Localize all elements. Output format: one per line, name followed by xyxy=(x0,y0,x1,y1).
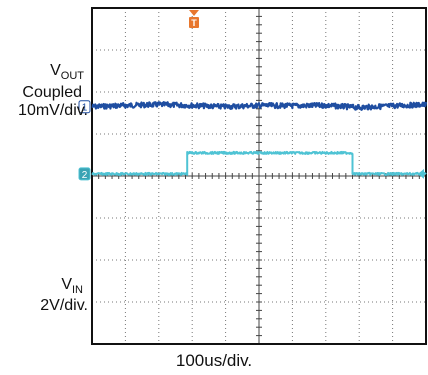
trigger-marker-label: T xyxy=(191,18,197,28)
channel-marker-2 xyxy=(78,167,91,181)
vin-label-main: V xyxy=(61,276,72,293)
trigger-arrow xyxy=(189,10,199,16)
vout-label: VOUT xyxy=(50,62,84,82)
vout-scale-label: 10mV/div. xyxy=(18,102,88,119)
vin-label: VIN xyxy=(61,276,83,296)
vout-label-main: V xyxy=(50,62,61,79)
vin-scale-label: 2V/div. xyxy=(40,297,88,314)
trigger-marker-icon xyxy=(189,17,199,28)
channel-marker-number-1: 1 xyxy=(82,103,88,114)
scope-frame xyxy=(91,7,427,345)
vin-label-sub: IN xyxy=(72,284,83,296)
ch2-right-marker-icon xyxy=(418,168,424,179)
channel-marker-1 xyxy=(78,100,91,114)
vout-label-sub: OUT xyxy=(60,70,84,82)
channel-marker-number-2: 2 xyxy=(82,170,88,181)
trace-in xyxy=(91,150,427,176)
x-axis-label: 100us/div. xyxy=(175,351,253,370)
trace-out xyxy=(91,101,428,111)
vout-coupled-label: Coupled xyxy=(22,84,82,101)
